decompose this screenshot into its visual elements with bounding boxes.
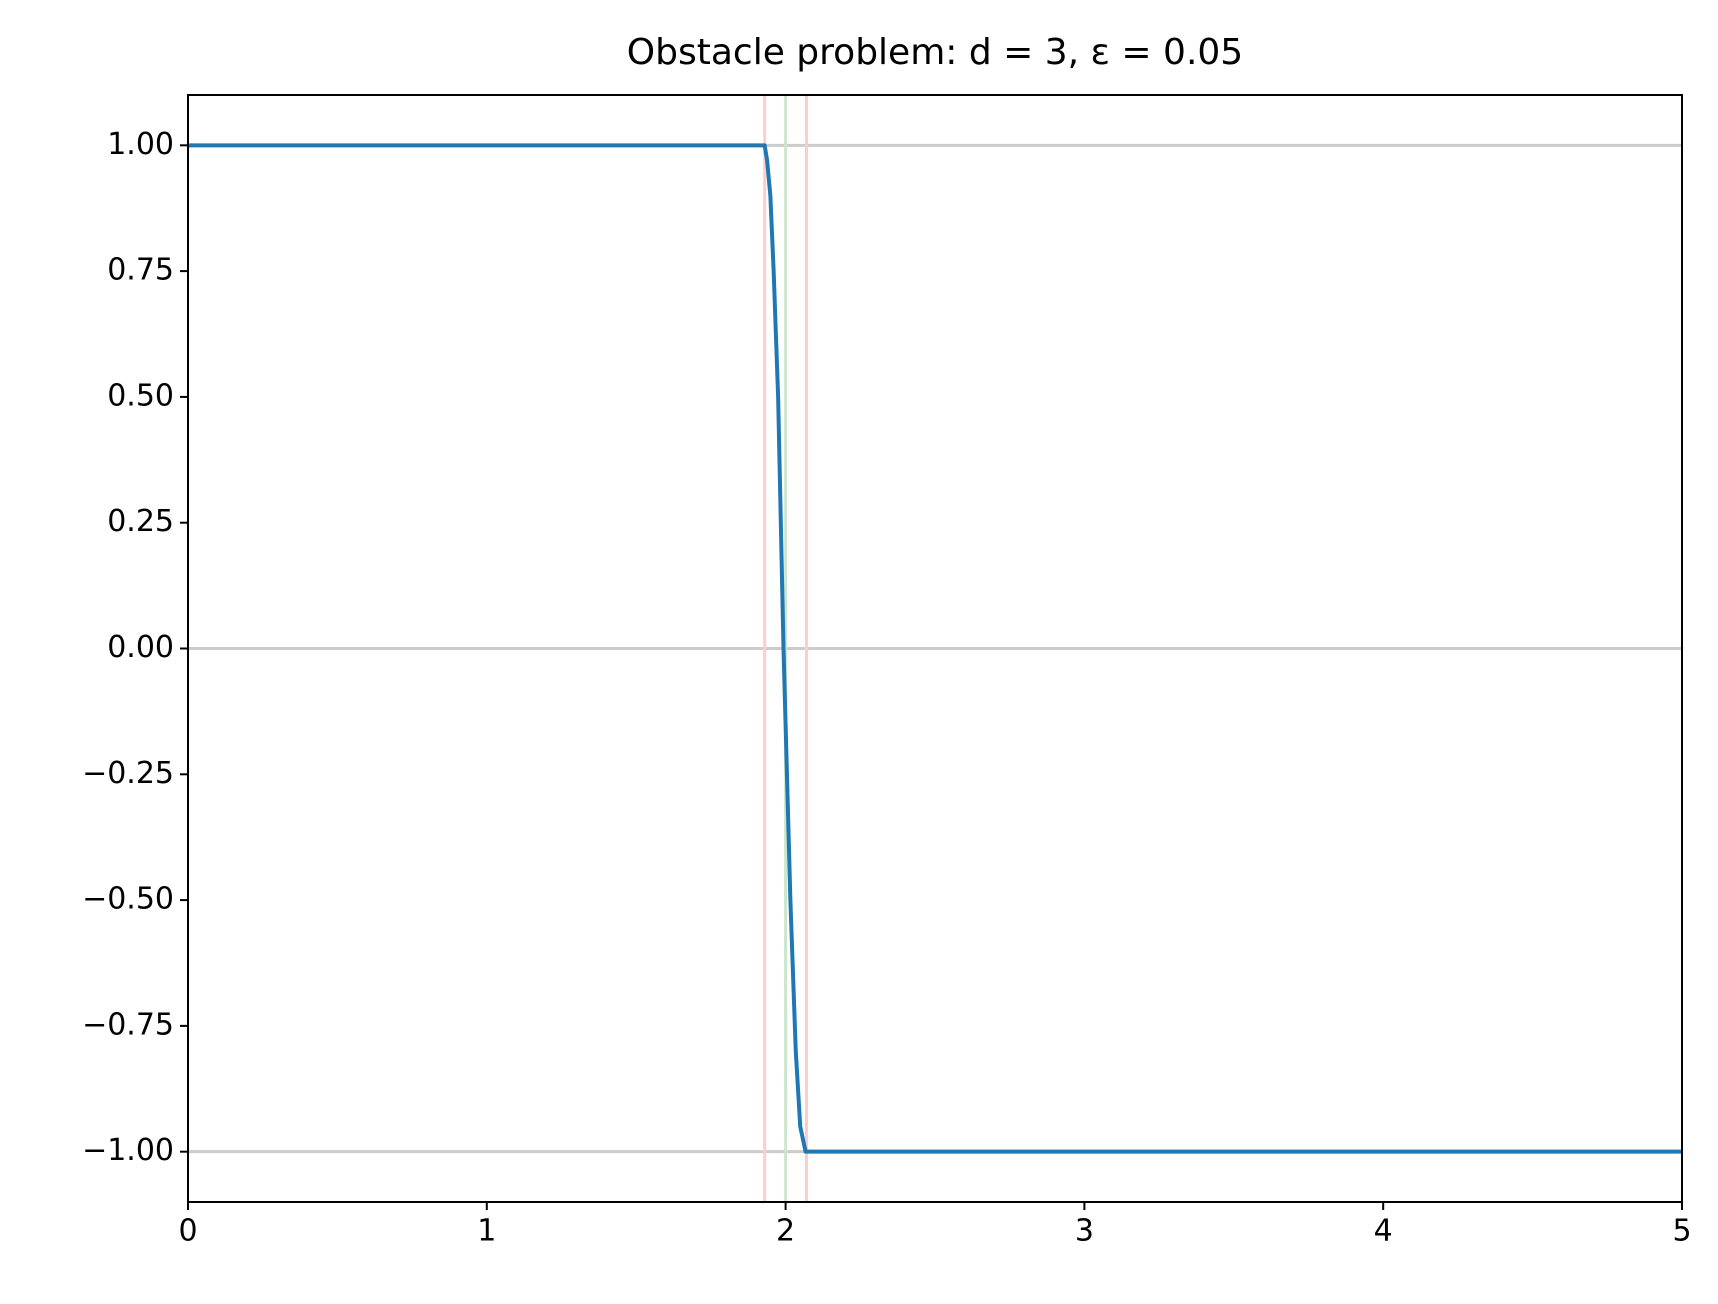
y-tick-label: 1.00 (107, 127, 174, 162)
x-tick-label: 1 (477, 1214, 496, 1249)
y-tick-label: 0.50 (107, 378, 174, 413)
y-tick-label: −0.75 (82, 1007, 174, 1042)
y-tick-label: 0.25 (107, 504, 174, 539)
chart-title: Obstacle problem: d = 3, ε = 0.05 (627, 32, 1243, 73)
x-tick-label: 4 (1374, 1214, 1393, 1249)
line-series (188, 143, 1682, 1154)
x-tick-label: 0 (178, 1214, 197, 1249)
y-tick-label: 0.00 (107, 630, 174, 665)
y-tick-label: −0.50 (82, 882, 174, 917)
x-tick-label: 2 (776, 1214, 795, 1249)
y-tick-label: −1.00 (82, 1133, 174, 1168)
y-tick-label: −0.25 (82, 756, 174, 791)
x-tick-label: 3 (1075, 1214, 1094, 1249)
x-tick-label: 5 (1672, 1214, 1691, 1249)
y-tick-label: 0.75 (107, 253, 174, 288)
